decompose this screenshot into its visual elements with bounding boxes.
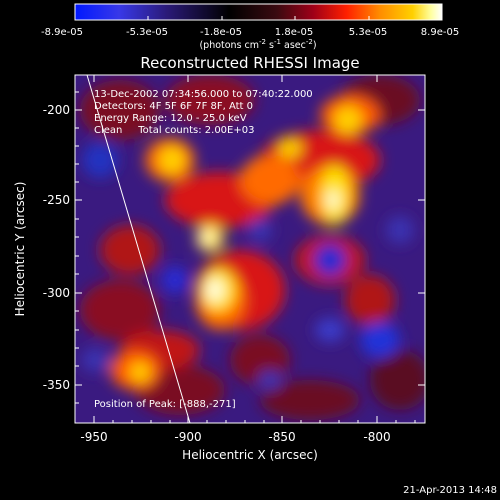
plot-frame: [74, 74, 426, 424]
unit-exponent: -2: [259, 38, 266, 46]
footer-date: 21-Apr-2013 14:48: [403, 485, 497, 496]
solar-limb-line: [86, 75, 191, 423]
colorbar-tick-label: 1.8e-05: [275, 27, 313, 38]
y-axis-label: Heliocentric Y (arcsec): [13, 182, 27, 317]
y-axis-ticks: [75, 91, 425, 404]
x-axis-ticks: [74, 75, 416, 423]
unit-exponent: -1: [274, 38, 281, 46]
unit-part: s: [266, 40, 274, 51]
clean-total-counts-text: Clean Total counts: 2.00E+03: [94, 125, 254, 136]
unit-part: ): [313, 40, 317, 51]
detectors-text: Detectors: 4F 5F 6F 7F 8F, Att 0: [94, 101, 253, 112]
time-range-text: 13-Dec-2002 07:34:56.000 to 07:40:22.000: [94, 89, 313, 100]
image-map: [75, 75, 425, 423]
colorbar-tick-label: -5.3e-05: [126, 27, 168, 38]
energy-range-text: Energy Range: 12.0 - 25.0 keV: [94, 113, 247, 124]
x-axis-label: Heliocentric X (arcsec): [182, 448, 318, 462]
colorbar-ticks: [74, 16, 443, 20]
colorbar: [74, 3, 443, 21]
peak-position-text: Position of Peak: [-888,-271]: [94, 399, 236, 410]
y-tick-label: -350: [43, 378, 70, 392]
plot-title: Reconstructed RHESSI Image: [140, 54, 359, 72]
colorbar-tick-labels: -8.9e-05 -5.3e-05 -1.8e-05 1.8e-05 5.3e-…: [41, 27, 459, 38]
x-tick-label: -900: [174, 430, 201, 444]
x-tick-label: -950: [80, 430, 107, 444]
colorbar-tick-label: -8.9e-05: [41, 27, 83, 38]
colorbar-tick-label: 5.3e-05: [349, 27, 387, 38]
x-tick-label: -850: [268, 430, 295, 444]
colorbar-tick-label: -1.8e-05: [200, 27, 242, 38]
unit-part: (photons cm: [199, 40, 259, 51]
x-tick-label: -800: [363, 430, 390, 444]
unit-exponent: -2: [306, 38, 313, 46]
unit-part: asec: [281, 40, 306, 51]
y-tick-label: -300: [43, 286, 70, 300]
colorbar-tick-label: 8.9e-05: [421, 27, 459, 38]
y-tick-label: -200: [43, 103, 70, 117]
colorbar-unit-label: (photons cm-2 s-1 asec-2): [199, 38, 316, 51]
y-tick-label: -250: [43, 193, 70, 207]
